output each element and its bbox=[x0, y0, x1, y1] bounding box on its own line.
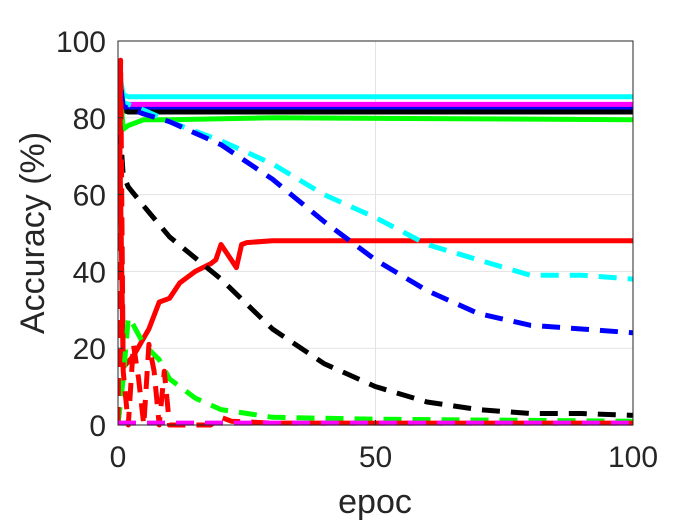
y-tick-label: 20 bbox=[73, 333, 106, 366]
x-axis-label: epoc bbox=[338, 483, 412, 521]
series-line-7-dashed bbox=[118, 63, 633, 336]
series-line-10-dashed bbox=[118, 57, 633, 428]
y-axis-label: Accuracy (%) bbox=[14, 132, 52, 334]
series-line-4-solid bbox=[118, 63, 633, 132]
y-tick-label: 40 bbox=[73, 256, 106, 289]
series-line-9-dashed bbox=[118, 315, 633, 426]
y-tick-label: 60 bbox=[73, 180, 106, 213]
tick-labels: 0 50 100 0 20 40 60 80 100 bbox=[56, 26, 658, 474]
y-tick-label: 0 bbox=[89, 410, 106, 443]
y-tick-label: 100 bbox=[56, 26, 106, 59]
y-tick-label: 80 bbox=[73, 103, 106, 136]
series-line-6-dashed bbox=[118, 63, 633, 282]
series-line-8-dashed bbox=[118, 67, 633, 418]
x-tick-label: 0 bbox=[110, 441, 127, 474]
series-layer bbox=[118, 57, 633, 428]
x-tick-label: 100 bbox=[608, 441, 658, 474]
x-tick-label: 50 bbox=[359, 441, 392, 474]
